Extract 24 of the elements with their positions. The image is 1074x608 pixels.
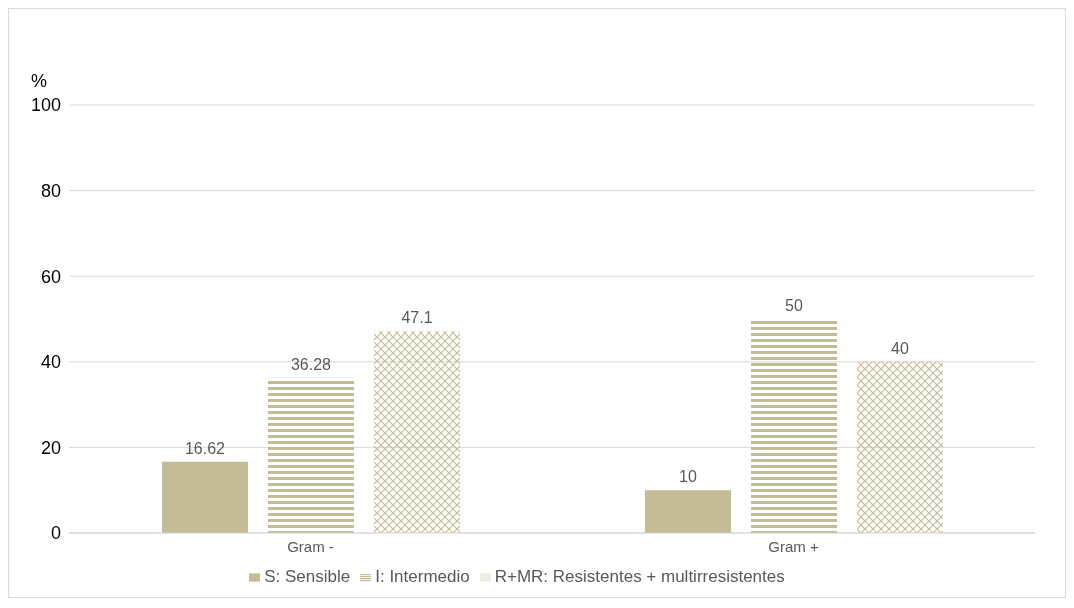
data-label: 36.28 <box>290 355 332 373</box>
bar <box>374 331 460 533</box>
x-tick-label: Gram - <box>287 537 334 555</box>
y-tick-label: 40 <box>40 352 61 373</box>
bar <box>645 490 731 533</box>
y-tick-label: 100 <box>30 95 61 116</box>
legend-label: S: Sensible <box>264 567 351 586</box>
data-label: 16.62 <box>184 439 226 457</box>
data-label: 40 <box>891 339 909 357</box>
y-tick-label: 80 <box>40 180 61 201</box>
bar <box>162 461 248 533</box>
x-tick-label: Gram + <box>768 537 819 555</box>
legend-label: R+MR: Resistentes + multirresistentes <box>494 567 785 586</box>
bar <box>857 361 943 533</box>
y-axis-title: % <box>31 71 48 92</box>
y-tick-label: 0 <box>50 523 61 544</box>
bar <box>751 319 837 533</box>
data-label: 10 <box>679 468 697 486</box>
legend-label: I: Intermedio <box>375 567 470 586</box>
data-label: 47.1 <box>401 309 433 327</box>
y-tick-label: 20 <box>40 437 61 458</box>
data-label: 50 <box>785 297 803 314</box>
bar <box>268 377 354 533</box>
y-tick-label: 60 <box>40 266 61 287</box>
